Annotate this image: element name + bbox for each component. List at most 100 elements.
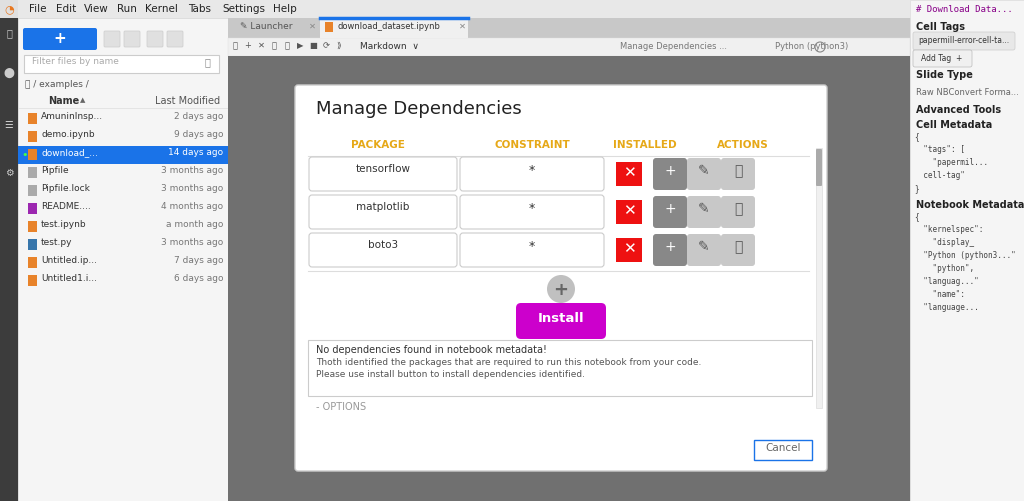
Text: Thoth identified the packages that are required to run this notebook from your c: Thoth identified the packages that are r… — [316, 358, 701, 367]
FancyBboxPatch shape — [616, 162, 642, 186]
Text: Cell Tags: Cell Tags — [916, 22, 965, 32]
Text: 4 months ago: 4 months ago — [161, 202, 223, 211]
Text: ✎ Launcher: ✎ Launcher — [240, 22, 293, 31]
Text: D: D — [260, 68, 280, 92]
Text: test.py: test.py — [41, 238, 73, 247]
Text: .basicConfig: .basicConfig — [300, 453, 371, 463]
Text: ■: ■ — [309, 41, 317, 50]
Text: L: L — [238, 372, 249, 391]
Text: +: + — [665, 240, 676, 254]
Text: Pipfile.lock: Pipfile.lock — [41, 184, 90, 193]
FancyBboxPatch shape — [687, 158, 721, 190]
Text: Settings: Settings — [222, 4, 265, 14]
Text: Name: Name — [48, 96, 79, 106]
Text: Run: Run — [117, 4, 137, 14]
Text: ⬛ / examples /: ⬛ / examples / — [25, 80, 89, 89]
Text: ⬛: ⬛ — [271, 41, 276, 50]
FancyBboxPatch shape — [687, 196, 721, 228]
Text: D: D — [238, 457, 247, 467]
FancyBboxPatch shape — [754, 440, 812, 460]
FancyBboxPatch shape — [616, 200, 642, 224]
Text: }: } — [914, 184, 919, 193]
FancyBboxPatch shape — [167, 31, 183, 47]
Text: else:: else: — [248, 466, 278, 476]
FancyBboxPatch shape — [28, 149, 37, 160]
Text: ⬤: ⬤ — [3, 68, 14, 78]
Text: ✕: ✕ — [257, 41, 264, 50]
Text: "name":: "name": — [914, 290, 965, 299]
Text: "display_: "display_ — [914, 238, 974, 247]
Text: ▲: ▲ — [80, 97, 85, 103]
Text: "languag...": "languag..." — [914, 277, 979, 286]
FancyBboxPatch shape — [228, 18, 910, 501]
FancyBboxPatch shape — [28, 275, 37, 286]
FancyBboxPatch shape — [913, 50, 972, 67]
Text: Manage Dependencies ...: Manage Dependencies ... — [620, 42, 727, 51]
FancyBboxPatch shape — [228, 38, 910, 56]
Text: View: View — [84, 4, 109, 14]
FancyBboxPatch shape — [18, 18, 228, 501]
FancyBboxPatch shape — [653, 196, 687, 228]
Text: Markdown  ∨: Markdown ∨ — [360, 42, 419, 51]
Text: ✎: ✎ — [698, 202, 710, 216]
FancyBboxPatch shape — [28, 239, 37, 250]
Text: in: in — [245, 195, 257, 205]
FancyBboxPatch shape — [721, 158, 755, 190]
FancyBboxPatch shape — [0, 18, 18, 501]
Text: 3 months ago: 3 months ago — [161, 184, 223, 193]
Text: 6 days ago: 6 days ago — [173, 274, 223, 283]
Text: matplotlib: matplotlib — [356, 202, 410, 212]
Text: "kernelspec":: "kernelspec": — [914, 225, 983, 234]
Text: Notebook Metadata: Notebook Metadata — [916, 200, 1024, 210]
Text: Filter files by name: Filter files by name — [32, 57, 119, 66]
Text: Please use install button to install dependencies identified.: Please use install button to install dep… — [316, 370, 585, 379]
Text: download_dataset.ipynb: download_dataset.ipynb — [337, 22, 440, 31]
Text: [2]:: [2]: — [238, 195, 261, 205]
Text: Install: Install — [538, 312, 585, 325]
Text: tensorflow: tensorflow — [355, 164, 411, 174]
FancyBboxPatch shape — [28, 167, 37, 178]
Text: Slide Type: Slide Type — [916, 70, 973, 80]
Text: ⚙: ⚙ — [5, 168, 13, 178]
FancyBboxPatch shape — [308, 340, 812, 396]
Text: .basicConfig(level=logging: .basicConfig(level=logging — [300, 453, 453, 463]
Text: ⬛: ⬛ — [232, 41, 238, 50]
Text: +: + — [53, 31, 67, 46]
Text: Manage Dependencies: Manage Dependencies — [316, 100, 522, 118]
Text: CONSTRAINT: CONSTRAINT — [495, 140, 570, 150]
Text: ☰: ☰ — [5, 120, 13, 130]
Text: cell-tag": cell-tag" — [914, 171, 965, 180]
Text: demo.ipynb: demo.ipynb — [41, 130, 94, 139]
Text: logging: logging — [258, 453, 299, 463]
FancyBboxPatch shape — [653, 234, 687, 266]
FancyBboxPatch shape — [28, 113, 37, 124]
Text: 🗑: 🗑 — [734, 164, 742, 178]
FancyBboxPatch shape — [28, 221, 37, 232]
Text: Last Modified: Last Modified — [155, 96, 220, 106]
Text: Advanced Tools: Advanced Tools — [916, 105, 1001, 115]
Text: "tags": [: "tags": [ — [914, 145, 965, 154]
FancyBboxPatch shape — [516, 303, 606, 339]
Text: {: { — [914, 212, 919, 221]
Text: +: + — [554, 281, 568, 299]
FancyBboxPatch shape — [460, 233, 604, 267]
FancyBboxPatch shape — [28, 131, 37, 142]
FancyBboxPatch shape — [228, 56, 910, 501]
FancyBboxPatch shape — [901, 59, 909, 91]
FancyBboxPatch shape — [28, 203, 37, 214]
FancyBboxPatch shape — [913, 32, 1015, 50]
FancyBboxPatch shape — [23, 28, 97, 50]
Text: ✕: ✕ — [459, 22, 466, 31]
Text: README....: README.... — [41, 202, 91, 211]
Text: No dependencies found in notebook metadata!: No dependencies found in notebook metada… — [316, 345, 547, 355]
Text: Tabs: Tabs — [188, 4, 212, 14]
Text: *: * — [528, 164, 536, 177]
Text: +: + — [665, 202, 676, 216]
FancyBboxPatch shape — [900, 56, 910, 501]
FancyBboxPatch shape — [104, 31, 120, 47]
FancyBboxPatch shape — [228, 56, 910, 501]
FancyBboxPatch shape — [309, 233, 457, 267]
FancyBboxPatch shape — [24, 55, 219, 73]
Text: Pipfile: Pipfile — [41, 166, 69, 175]
Text: Cell Metadata: Cell Metadata — [916, 120, 992, 130]
